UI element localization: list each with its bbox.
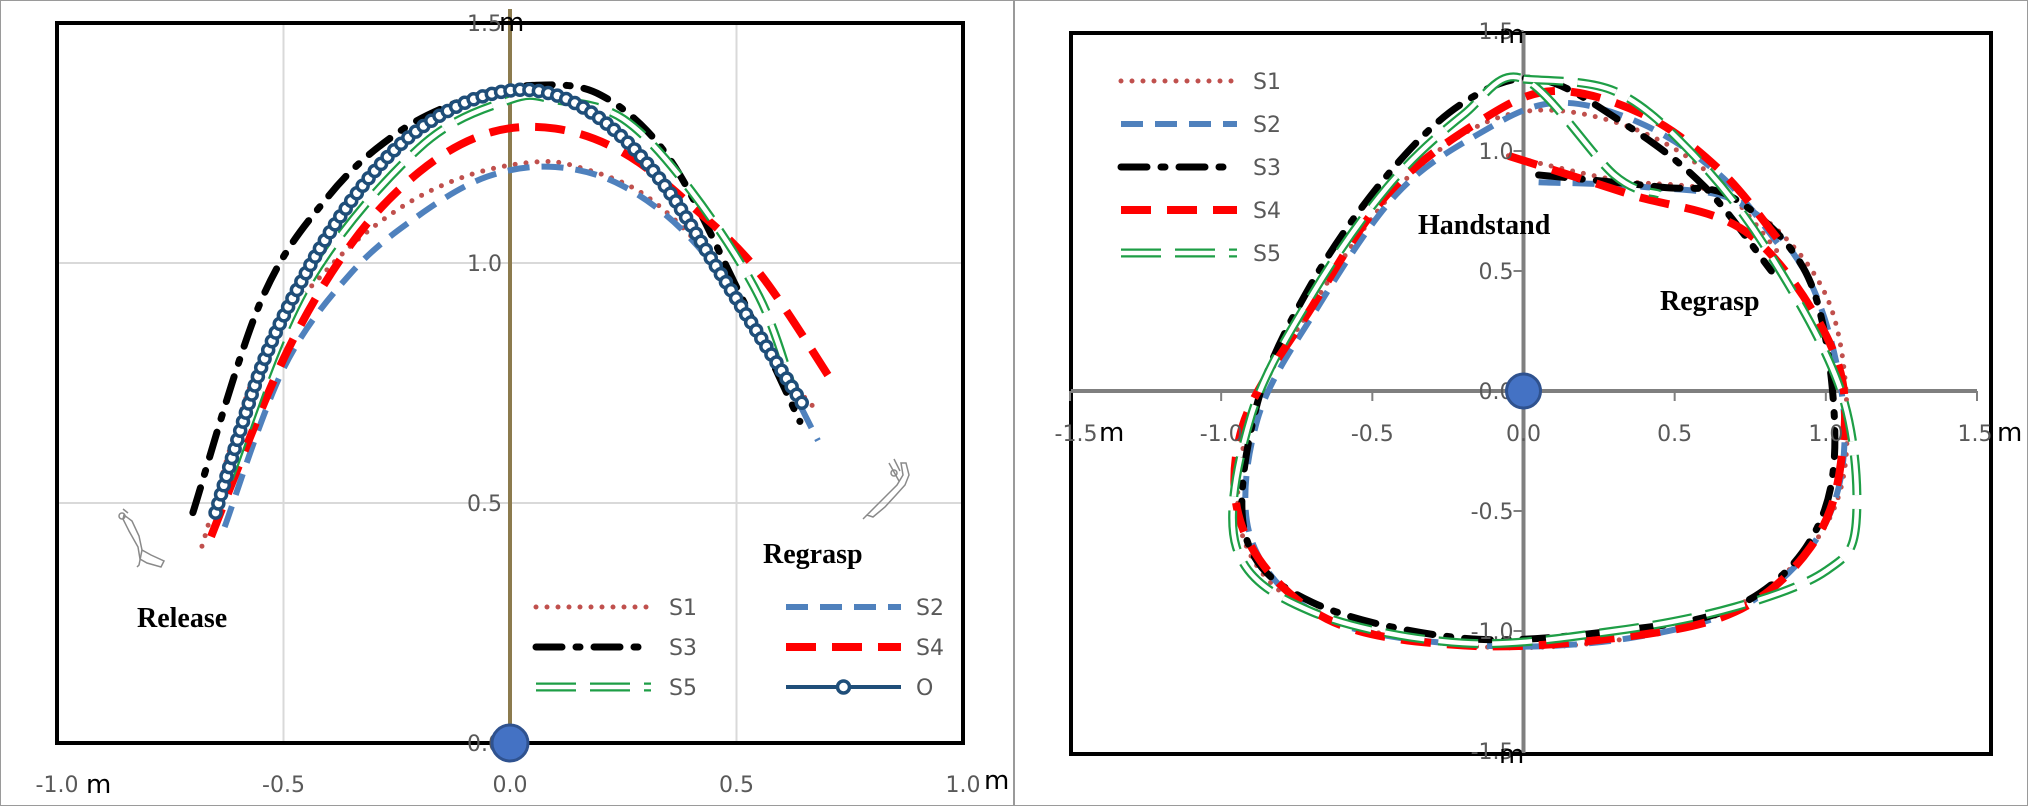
series-s5-line <box>224 90 800 481</box>
x-tick-label: 0.5 <box>1657 422 1692 447</box>
x-axis-unit-start: m <box>1099 418 1124 448</box>
legend-label-s5: S5 <box>669 676 697 701</box>
x-tick-label: -1.0 <box>1200 422 1243 447</box>
legend-label-s4: S4 <box>916 636 944 661</box>
x-tick-label: -1.5 <box>1055 422 1098 447</box>
y-tick-label: 1.0 <box>1479 140 1514 165</box>
chart-right-panel: -1.0 -0.5 0.5 1.0 0.0 -1.5 1.5 -1.5 -1.0 -0.5 0.5 1… <box>1014 0 2028 806</box>
x-tick-label: 0.5 <box>719 773 754 798</box>
series-s2-line <box>221 163 821 529</box>
legend-swatch-o-marker <box>835 679 852 695</box>
legend-label-o: O <box>916 676 933 701</box>
legend-label-s1: S1 <box>669 596 697 621</box>
gymnast-figure-regrasp <box>862 458 910 520</box>
gymnast-figure-release <box>118 508 166 568</box>
series-s2-line <box>1242 99 1848 650</box>
legend-label-s2: S2 <box>916 596 944 621</box>
y-tick-label: 0.5 <box>467 492 502 517</box>
annotation-release: Release <box>137 603 227 634</box>
annotation-regrasp: Regrasp <box>763 539 863 570</box>
annotation-handstand: Handstand <box>1418 210 1551 241</box>
y-axis-unit-bottom: m <box>1499 740 1524 770</box>
series-s5-line <box>1228 72 1862 649</box>
x-tick-label: 0.0 <box>493 773 528 798</box>
x-tick-label: 1.0 <box>946 773 981 798</box>
legend-label-s4: S4 <box>1253 199 1281 224</box>
legend-label-s2: S2 <box>1253 113 1281 138</box>
legend-label-s3: S3 <box>669 636 697 661</box>
y-tick-label: -0.5 <box>1471 500 1514 525</box>
legend-label-s1: S1 <box>1253 70 1281 95</box>
legend-label-s5: S5 <box>1253 242 1281 267</box>
y-tick-label: 0.5 <box>1479 260 1514 285</box>
x-tick-label: -1.0 <box>36 773 79 798</box>
origin-marker <box>1505 372 1542 410</box>
y-tick-label: 1.5 <box>1479 20 1514 45</box>
x-tick-label: 1.0 <box>1808 422 1843 447</box>
origin-marker <box>490 723 530 763</box>
annotation-regrasp: Regrasp <box>1660 286 1760 317</box>
y-tick-label: -1.0 <box>1471 620 1514 645</box>
series-o-marker <box>794 395 810 411</box>
legend-label-s3: S3 <box>1253 156 1281 181</box>
chart-left-panel: 0.0 0.5 1.0 1.5 -1.0 -0.5 0.0 0.5 1.0 m m m Release R… <box>0 0 1014 806</box>
y-axis-unit: m <box>499 8 524 38</box>
y-tick-label: -1.5 <box>1471 740 1514 765</box>
x-tick-label: -0.5 <box>262 773 305 798</box>
y-tick-label: 1.5 <box>467 12 502 37</box>
series-s5-line-inner <box>227 93 798 480</box>
x-axis-unit-start: m <box>86 770 111 800</box>
x-axis-unit-end: m <box>984 766 1009 796</box>
x-tick-label: -0.5 <box>1351 422 1394 447</box>
y-tick-label: 1.0 <box>467 252 502 277</box>
chart-right: -1.0 -0.5 0.5 1.0 0.0 -1.5 1.5 -1.5 -1.0 -0.5 0.5 1… <box>1055 20 2023 770</box>
chart-left: 0.00.51.01.5-1.0 -0.5 0.0 0.5 1.0mm mReleaseR… <box>36 8 1010 800</box>
series-s1-line <box>1235 107 1850 651</box>
series-s5-line-inner <box>1230 74 1860 646</box>
x-tick-label: 1.5 <box>1958 422 1993 447</box>
x-axis-unit-end: m <box>1997 418 2022 448</box>
y-axis-unit-top: m <box>1499 20 1524 50</box>
x-tick-label: 0.0 <box>1506 422 1541 447</box>
